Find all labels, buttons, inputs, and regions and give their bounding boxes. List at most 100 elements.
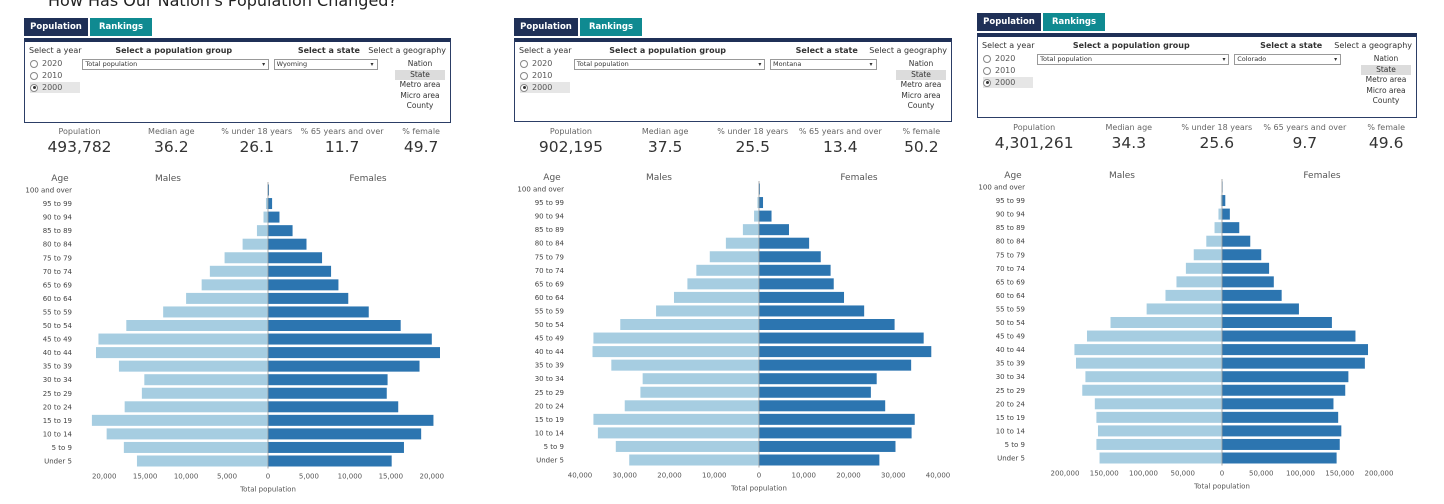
- female-bar[interactable]: [1222, 317, 1332, 328]
- male-bar[interactable]: [224, 252, 268, 264]
- male-bar[interactable]: [1218, 208, 1222, 220]
- female-bar[interactable]: [759, 251, 821, 263]
- state-dropdown[interactable]: Montana ▾: [770, 59, 877, 70]
- male-bar[interactable]: [144, 374, 268, 386]
- male-bar[interactable]: [1214, 222, 1222, 234]
- male-bar[interactable]: [141, 387, 268, 399]
- male-bar[interactable]: [656, 305, 759, 317]
- male-bar[interactable]: [1220, 195, 1222, 207]
- year-radio-2000[interactable]: 2000: [520, 82, 570, 93]
- male-bar[interactable]: [126, 320, 268, 331]
- female-bar[interactable]: [1222, 425, 1342, 437]
- female-bar[interactable]: [759, 319, 895, 330]
- geo-option-micro-area[interactable]: Micro area: [400, 90, 440, 100]
- tab-rankings[interactable]: Rankings: [1043, 13, 1105, 31]
- male-bar[interactable]: [1110, 317, 1222, 328]
- male-bar[interactable]: [1099, 452, 1222, 464]
- male-bar[interactable]: [624, 400, 759, 412]
- female-bar[interactable]: [759, 237, 810, 249]
- male-bar[interactable]: [96, 347, 268, 359]
- female-bar[interactable]: [759, 305, 865, 317]
- male-bar[interactable]: [642, 373, 759, 385]
- male-bar[interactable]: [263, 211, 268, 223]
- male-bar[interactable]: [136, 455, 268, 467]
- female-bar[interactable]: [759, 346, 932, 358]
- female-bar[interactable]: [759, 427, 912, 439]
- male-bar[interactable]: [709, 251, 759, 263]
- male-bar[interactable]: [1176, 276, 1222, 288]
- male-bar[interactable]: [757, 197, 759, 209]
- female-bar[interactable]: [759, 197, 764, 209]
- female-bar[interactable]: [268, 414, 434, 426]
- female-bar[interactable]: [1222, 222, 1240, 234]
- tab-rankings[interactable]: Rankings: [90, 18, 152, 36]
- male-bar[interactable]: [1082, 384, 1222, 396]
- tab-population[interactable]: Population: [24, 18, 88, 36]
- year-radio-2010[interactable]: 2010: [983, 65, 1033, 76]
- female-bar[interactable]: [1222, 452, 1337, 464]
- female-bar[interactable]: [1222, 289, 1282, 301]
- female-bar[interactable]: [268, 306, 369, 318]
- female-bar[interactable]: [1222, 344, 1369, 356]
- female-bar[interactable]: [268, 428, 422, 440]
- female-bar[interactable]: [759, 278, 834, 290]
- geo-option-county[interactable]: County: [907, 101, 935, 110]
- male-bar[interactable]: [1146, 303, 1222, 315]
- female-bar[interactable]: [268, 184, 269, 196]
- male-bar[interactable]: [118, 360, 268, 372]
- female-bar[interactable]: [1222, 384, 1346, 396]
- female-bar[interactable]: [1222, 262, 1270, 274]
- geo-option-state[interactable]: State: [896, 69, 946, 80]
- female-bar[interactable]: [268, 238, 307, 250]
- male-bar[interactable]: [1086, 330, 1222, 342]
- female-bar[interactable]: [268, 211, 280, 223]
- female-bar[interactable]: [1222, 303, 1299, 315]
- male-bar[interactable]: [106, 428, 269, 440]
- tab-population[interactable]: Population: [977, 13, 1041, 31]
- male-bar[interactable]: [1193, 249, 1222, 261]
- male-bar[interactable]: [593, 413, 759, 425]
- female-bar[interactable]: [268, 401, 399, 413]
- female-bar[interactable]: [268, 387, 387, 399]
- male-bar[interactable]: [98, 333, 268, 345]
- male-bar[interactable]: [620, 319, 759, 330]
- male-bar[interactable]: [742, 224, 759, 236]
- female-bar[interactable]: [1222, 371, 1349, 383]
- year-radio-2020[interactable]: 2020: [983, 53, 1033, 64]
- female-bar[interactable]: [1222, 195, 1226, 207]
- female-bar[interactable]: [1222, 330, 1356, 342]
- female-bar[interactable]: [759, 291, 845, 303]
- year-radio-2010[interactable]: 2010: [520, 70, 570, 81]
- geo-option-metro-area[interactable]: Metro area: [900, 80, 942, 89]
- female-bar[interactable]: [759, 359, 912, 371]
- male-bar[interactable]: [1097, 425, 1222, 437]
- geo-option-state[interactable]: State: [395, 69, 445, 80]
- female-bar[interactable]: [1222, 398, 1334, 410]
- population-group-dropdown[interactable]: Total population ▾: [573, 59, 766, 70]
- male-bar[interactable]: [123, 441, 268, 453]
- female-bar[interactable]: [268, 225, 293, 237]
- female-bar[interactable]: [1222, 411, 1339, 423]
- male-bar[interactable]: [615, 440, 759, 452]
- geo-option-micro-area[interactable]: Micro area: [1366, 85, 1406, 95]
- female-bar[interactable]: [268, 455, 392, 467]
- female-bar[interactable]: [759, 440, 896, 452]
- geo-option-county[interactable]: County: [1372, 96, 1400, 105]
- geo-option-nation[interactable]: Nation: [1373, 54, 1399, 63]
- male-bar[interactable]: [1185, 262, 1222, 274]
- male-bar[interactable]: [1096, 411, 1222, 423]
- male-bar[interactable]: [124, 401, 269, 413]
- year-radio-2020[interactable]: 2020: [520, 58, 570, 69]
- male-bar[interactable]: [687, 278, 759, 290]
- geo-option-metro-area[interactable]: Metro area: [1365, 75, 1407, 84]
- female-bar[interactable]: [268, 320, 401, 331]
- male-bar[interactable]: [592, 346, 759, 358]
- geo-option-micro-area[interactable]: Micro area: [901, 90, 941, 100]
- geo-option-state[interactable]: State: [1361, 64, 1411, 75]
- female-bar[interactable]: [759, 386, 871, 398]
- male-bar[interactable]: [256, 225, 268, 237]
- male-bar[interactable]: [640, 386, 759, 398]
- male-bar[interactable]: [696, 264, 759, 276]
- geo-option-metro-area[interactable]: Metro area: [399, 80, 441, 89]
- year-radio-2010[interactable]: 2010: [30, 70, 80, 81]
